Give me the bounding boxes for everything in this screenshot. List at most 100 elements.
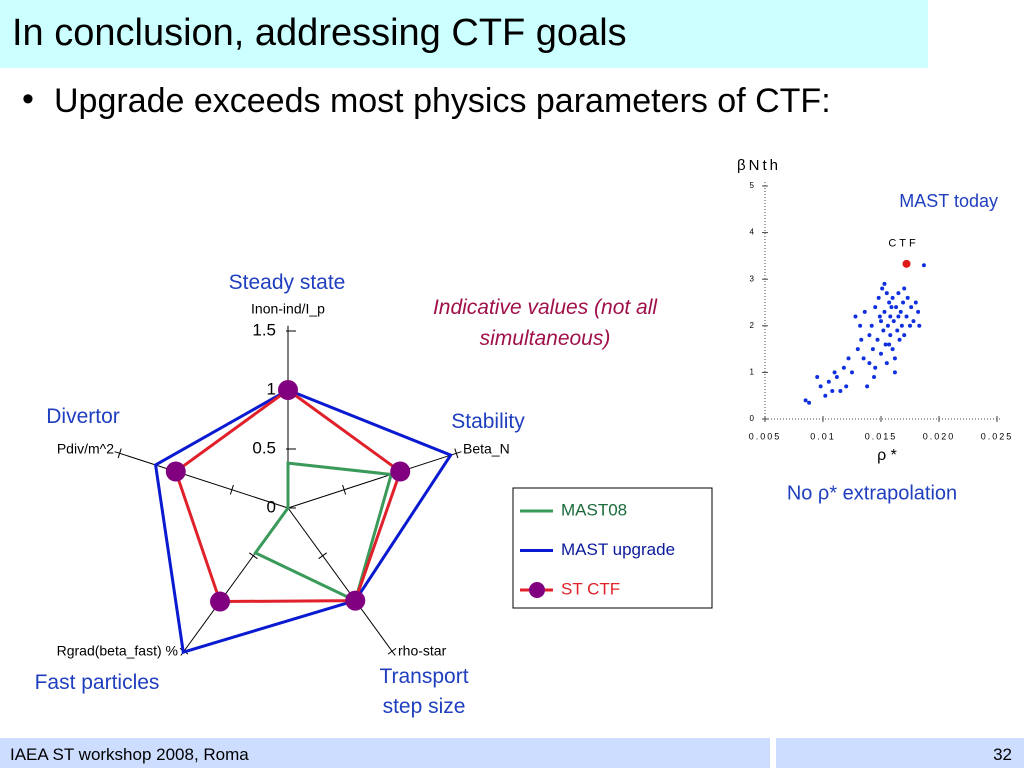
- point: [803, 398, 808, 403]
- x-tick-label: 0.005: [749, 431, 782, 441]
- y-tick-label: 3: [750, 274, 755, 283]
- legend-marker: [529, 582, 545, 598]
- tick-mark: [387, 647, 397, 655]
- point: [890, 295, 895, 300]
- point: [818, 384, 823, 389]
- title-bar: [0, 0, 928, 68]
- x-axis-title: ρ *: [877, 447, 897, 464]
- point: [899, 323, 904, 328]
- point: [882, 309, 887, 314]
- legend-label: ST CTF: [561, 579, 620, 598]
- annotation: Indicative values (not all simultaneous): [432, 296, 658, 350]
- slide-title: In conclusion, addressing CTF goals: [12, 12, 627, 54]
- point: [867, 361, 872, 366]
- marker: [165, 461, 186, 482]
- point: [834, 375, 839, 380]
- legend-box: [512, 487, 713, 609]
- legend-label: MAST08: [561, 500, 627, 519]
- point: [879, 319, 883, 324]
- tick-mark: [229, 484, 234, 495]
- point: [890, 347, 895, 352]
- group-label: Transport step size: [379, 665, 469, 718]
- point: [877, 314, 882, 319]
- point: [917, 323, 922, 328]
- point: [896, 314, 901, 319]
- radar-series: [153, 388, 453, 655]
- point: [826, 379, 831, 384]
- charts: 0 0.5 1 1.5 Inon-ind/I_p Beta_N rho-star Rgrad(…: [57, 157, 1012, 659]
- r-tick-label: 0.5: [252, 438, 276, 457]
- y-tick-label: 4: [750, 228, 755, 237]
- r-tick-label: 1: [267, 379, 276, 398]
- annotation: MAST today: [899, 191, 998, 211]
- group-label: Steady state: [228, 271, 346, 294]
- point: [873, 365, 878, 370]
- point: [855, 347, 860, 352]
- marker: [278, 380, 298, 400]
- point: [902, 286, 907, 291]
- point: [859, 337, 864, 342]
- point: [844, 384, 849, 389]
- axis-label: Inon-ind/I_p: [251, 301, 325, 317]
- x-tick-label: 0.01: [810, 431, 836, 441]
- footer-left: IAEA ST workshop 2008, Roma: [10, 745, 249, 764]
- tick-mark: [117, 448, 122, 459]
- point: [905, 295, 910, 300]
- point: [873, 305, 878, 310]
- tick-mark: [248, 552, 258, 560]
- point: [885, 323, 890, 328]
- radar-series: [253, 461, 394, 603]
- tick-mark: [342, 484, 347, 495]
- group-label: Divertor: [46, 405, 120, 428]
- y-tick-label: 1: [750, 368, 755, 377]
- point: [865, 384, 870, 389]
- point: [881, 328, 886, 333]
- point: [889, 305, 894, 310]
- footer-right: 32: [993, 745, 1012, 764]
- point: [853, 314, 858, 319]
- x-tick-label: 0.015: [865, 431, 898, 441]
- footer-bar: [0, 738, 1024, 768]
- point: [832, 370, 837, 375]
- point: [862, 309, 867, 314]
- point: [870, 347, 875, 352]
- point: [823, 393, 828, 398]
- caption: No ρ* extrapolation: [787, 482, 957, 504]
- point: [891, 319, 896, 324]
- point: [898, 309, 903, 314]
- point: [846, 356, 851, 361]
- radar-axis: [287, 507, 396, 656]
- point: [875, 337, 880, 342]
- legend-label: MAST upgrade: [561, 540, 675, 559]
- radar-axis: [114, 451, 289, 509]
- y-axis-title: βNth: [737, 157, 781, 174]
- point: [908, 323, 912, 328]
- point: [892, 370, 897, 375]
- point: [897, 337, 902, 342]
- axis-label: Beta_N: [463, 441, 510, 457]
- point: [869, 323, 874, 328]
- group-label: Stability: [451, 410, 525, 433]
- y-tick-label: 0: [750, 414, 755, 423]
- point: [883, 342, 888, 347]
- point: [896, 291, 901, 296]
- point: [838, 389, 843, 394]
- point: [902, 259, 911, 268]
- point: [807, 400, 812, 405]
- axis-label: Pdiv/m^2: [57, 441, 114, 457]
- series-label: CTF: [888, 238, 918, 250]
- radar-axis: [287, 451, 462, 509]
- point: [876, 295, 881, 300]
- point: [850, 370, 854, 375]
- point: [887, 342, 892, 347]
- marker: [210, 591, 231, 612]
- point: [902, 333, 907, 338]
- point: [911, 319, 916, 324]
- point: [884, 361, 889, 366]
- r-tick-label: 1.5: [252, 320, 276, 339]
- marker: [345, 590, 366, 611]
- point: [892, 356, 897, 361]
- point: [904, 314, 909, 319]
- r-tick-label: 0: [267, 497, 276, 516]
